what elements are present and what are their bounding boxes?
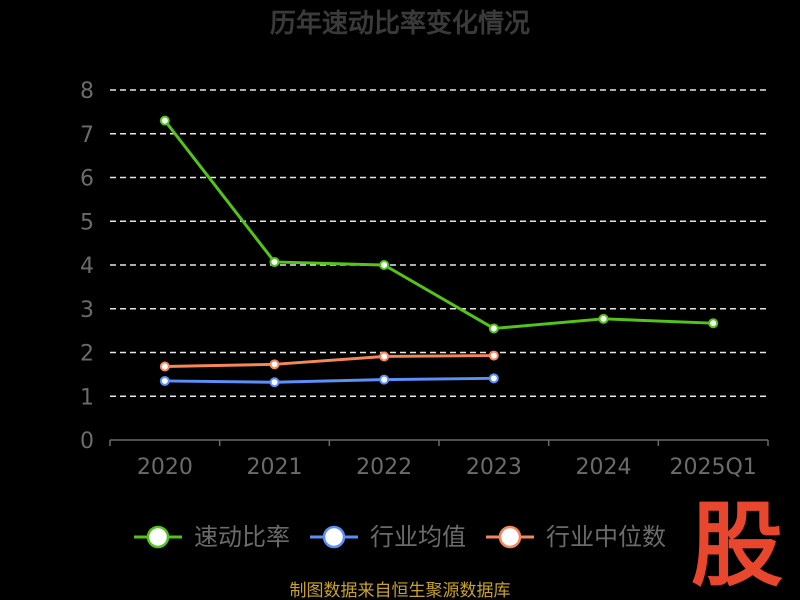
series-速动比率 <box>159 115 719 334</box>
y-tick-label: 5 <box>80 210 94 235</box>
y-tick-label: 0 <box>80 429 94 454</box>
legend-label: 行业中位数 <box>546 523 666 551</box>
source-note: 制图数据来自恒生聚源数据库 <box>290 581 511 600</box>
grid-lines <box>110 89 768 397</box>
x-tick-label: 2023 <box>466 455 522 480</box>
y-tick-label: 1 <box>80 385 94 410</box>
legend-marker <box>498 525 522 549</box>
x-tick-label: 2025Q1 <box>670 455 757 480</box>
data-point <box>159 375 170 386</box>
data-point <box>379 351 390 362</box>
legend-marker <box>322 525 346 549</box>
series-行业均值 <box>159 373 499 388</box>
data-point <box>488 323 499 334</box>
legend-item: 速动比率 <box>134 523 290 551</box>
series-line <box>163 119 714 330</box>
series-line <box>164 376 494 384</box>
series-行业中位数 <box>159 350 499 372</box>
y-tick-label: 7 <box>80 123 94 148</box>
x-tick-label: 2021 <box>247 455 303 480</box>
y-tick-label: 6 <box>80 167 94 192</box>
x-tick-label: 2020 <box>137 455 193 480</box>
chart-title: 历年速动比率变化情况 <box>270 8 530 39</box>
legend: 速动比率 行业均值 行业中位数 <box>134 523 666 551</box>
y-tick-label: 8 <box>80 79 94 104</box>
series-group <box>159 115 719 388</box>
y-axis: 0 1 2 3 4 5 6 7 8 <box>80 79 94 454</box>
data-point <box>379 260 390 270</box>
data-point <box>269 256 280 267</box>
data-point <box>159 115 170 126</box>
data-point <box>159 361 170 372</box>
legend-label: 行业均值 <box>370 523 466 551</box>
x-tick-label: 2022 <box>356 455 412 480</box>
y-tick-label: 2 <box>80 342 94 367</box>
data-point <box>379 374 390 385</box>
x-axis: 2020 2021 2022 2023 2024 2025Q1 <box>109 439 769 480</box>
data-point <box>488 373 499 384</box>
series-line <box>164 354 494 368</box>
data-point <box>269 359 280 370</box>
legend-item: 行业中位数 <box>486 523 666 551</box>
data-point <box>708 318 719 329</box>
y-tick-label: 3 <box>80 298 94 323</box>
y-tick-label: 4 <box>80 254 94 279</box>
data-point <box>488 350 499 361</box>
x-tick-label: 2024 <box>576 455 632 480</box>
legend-item: 行业均值 <box>310 523 466 551</box>
data-point <box>269 377 280 388</box>
legend-marker <box>146 525 170 549</box>
watermark-logo: 股 <box>691 492 783 599</box>
data-point <box>598 313 609 324</box>
legend-label: 速动比率 <box>194 523 290 551</box>
